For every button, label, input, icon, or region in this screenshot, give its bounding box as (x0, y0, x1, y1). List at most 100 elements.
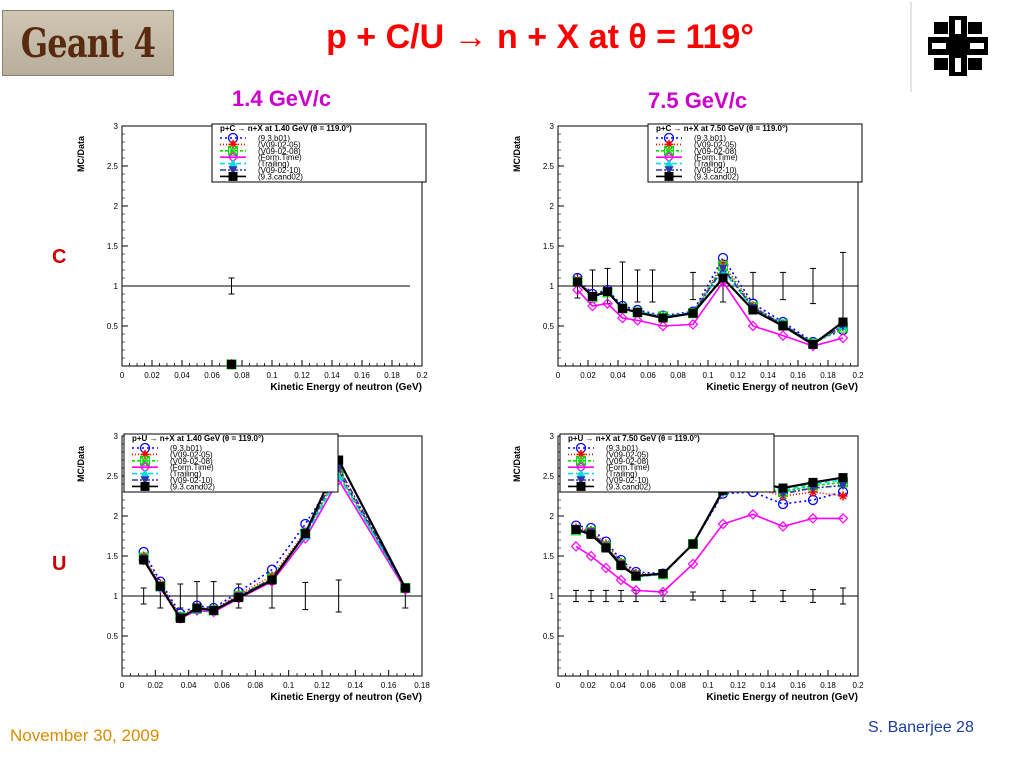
data-point (602, 298, 613, 309)
x-tick-label: 0.1 (702, 371, 714, 380)
legend-entry: (9.3.cand02) (170, 482, 215, 491)
series-line (143, 470, 406, 618)
x-tick-label: 0.02 (580, 681, 596, 690)
legend-entry: (V09-02-10) (694, 166, 737, 175)
data-point (588, 291, 597, 301)
y-tick-label: 3 (114, 122, 119, 131)
x-tick-label: 0.2 (852, 681, 864, 690)
x-tick-label: 0.14 (760, 371, 776, 380)
legend-marker (664, 139, 674, 149)
data-point (192, 603, 202, 613)
x-tick-label: 0 (120, 371, 125, 380)
legend-entry: (V09-02-05) (170, 450, 213, 459)
y-tick-label: 2 (550, 202, 555, 211)
legend-marker (228, 171, 238, 181)
legend-entry: (Form.Time) (694, 153, 738, 162)
data-point (572, 284, 583, 296)
x-axis-label: Kinetic Energy of neutron (GeV) (270, 692, 422, 703)
data-point (808, 339, 818, 349)
data-point (631, 571, 641, 581)
y-tick-label: 3 (550, 122, 555, 131)
y-tick-label: 2 (114, 202, 119, 211)
data-point (808, 477, 818, 487)
fermilab-logo-icon (928, 16, 988, 76)
y-tick-label: 0.5 (543, 322, 555, 331)
data-point (837, 513, 849, 524)
column-label-7p5: 7.5 GeV/c (648, 88, 748, 113)
data-point (603, 287, 612, 297)
y-tick-label: 1 (550, 592, 555, 601)
x-tick-label: 0.08 (234, 371, 250, 380)
x-axis: 0 0.02 0.04 0.06 0.08 0.1 0.12 0.14 0.16 0.18 0.2 K… (556, 360, 864, 393)
x-axis: 0 0.02 0.04 0.06 0.08 0.1 0.12 0.14 0.16 0.18 Kine… (120, 670, 430, 703)
data-point (717, 518, 729, 530)
data-point (718, 259, 728, 269)
data-point (617, 312, 628, 324)
y-axis-label: MC/Data (76, 135, 86, 172)
data-point (657, 320, 669, 332)
x-tick-label: 0.18 (384, 371, 400, 380)
x-tick-label: 0 (556, 681, 561, 690)
data-point (175, 613, 185, 623)
legend: p+U → n+X at 1.40 GeV (θ = 119.0°)(9.3.b… (123, 433, 339, 493)
y-tick-label: 2.5 (107, 162, 119, 171)
geant4-logo: Geant 4 (2, 10, 174, 76)
y-tick-label: 2 (550, 512, 555, 521)
x-tick-label: 0.06 (640, 371, 656, 380)
x-tick-label: 0.18 (820, 371, 836, 380)
chart-pC-1p4: 0 0.02 0.04 0.06 0.08 0.1 0.12 0.14 0.16 0.18 0.2 K… (76, 122, 428, 393)
data-point (139, 555, 149, 565)
data-point (837, 332, 849, 344)
data-point (807, 513, 819, 524)
y-tick-label: 0.5 (543, 632, 555, 641)
data-point (400, 583, 410, 593)
x-tick-label: 0.02 (148, 681, 164, 690)
x-tick-label: 0.08 (670, 681, 686, 690)
y-tick-label: 1.5 (107, 242, 119, 251)
y-tick-label: 3 (550, 432, 555, 441)
y-tick-label: 2.5 (107, 472, 119, 481)
data-point (747, 320, 759, 332)
legend-entry: (9.3.b01) (606, 444, 638, 453)
x-tick-label: 0.18 (414, 681, 430, 690)
legend-box (559, 433, 775, 493)
data-point (838, 482, 848, 491)
y-tick-label: 1 (550, 282, 555, 291)
data-point (748, 305, 758, 315)
data-point (777, 330, 789, 341)
x-tick-label: 0 (556, 371, 561, 380)
data-point (570, 541, 582, 552)
legend-entry: (9.3.b01) (258, 134, 290, 143)
legend-entry: (9.3.b01) (170, 444, 202, 453)
x-tick-label: 0.18 (820, 681, 836, 690)
legend-marker-box (664, 145, 674, 156)
data-point (658, 569, 668, 579)
x-tick-label: 0.12 (730, 371, 746, 380)
slide-title: p + C/U → n + X at θ = 119° (326, 18, 754, 56)
legend: p+C → n+X at 1.40 GeV (θ = 119.0°)(9.3.b… (211, 123, 427, 183)
data-point (300, 529, 310, 539)
x-tick-label: 0.12 (294, 371, 310, 380)
data-error-bars (573, 587, 846, 605)
data-point (838, 317, 848, 327)
series-7 (139, 455, 410, 623)
y-tick-label: 1.5 (107, 552, 119, 561)
legend-entry: (Trailing) (606, 470, 638, 479)
data-point (267, 575, 277, 585)
data-point (778, 483, 788, 493)
x-tick-label: 0.16 (354, 371, 370, 380)
y-axis: 0.5 1 1.5 2 2.5 3 MC/Data (76, 432, 128, 669)
legend-entry: (Form.Time) (170, 463, 214, 472)
legend-entry: (Form.Time) (258, 153, 302, 162)
x-tick-label: 0.04 (610, 371, 626, 380)
x-tick-label: 0.1 (266, 371, 278, 380)
x-tick-label: 0.16 (381, 681, 397, 690)
data-point (586, 529, 596, 539)
x-tick-label: 0.2 (416, 371, 428, 380)
data-point (155, 581, 165, 591)
y-tick-label: 1.5 (543, 242, 555, 251)
y-axis-label: MC/Data (76, 445, 86, 482)
x-tick-label: 0.1 (283, 681, 295, 690)
legend-box (647, 123, 863, 183)
y-axis: 0.5 1 1.5 2 2.5 3 MC/Data (512, 432, 564, 669)
